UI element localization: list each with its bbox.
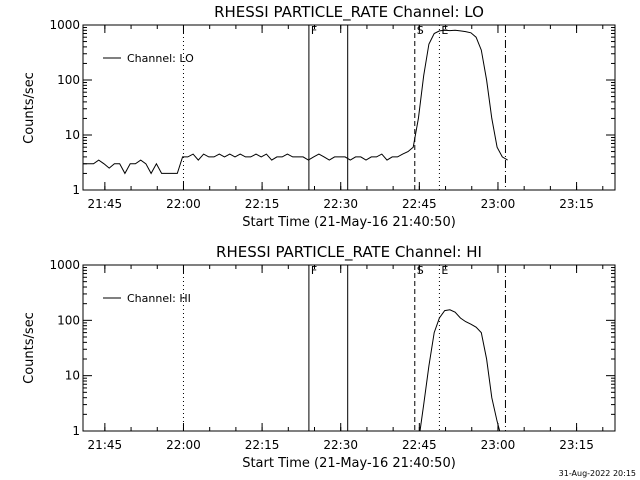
y-tick-label: 100	[57, 73, 80, 87]
axis-ticks: 1 10 100 1000 21:45 22:00 22:15 22:30 22:45 23:00…	[49, 258, 615, 452]
chart-title: RHESSI PARTICLE_RATE Channel: HI	[216, 243, 482, 262]
x-tick-label: 23:15	[559, 438, 594, 452]
x-tick-label: 22:30	[323, 197, 358, 211]
series-line	[419, 309, 501, 432]
timestamp: 31-Aug-2022 20:15	[559, 469, 636, 478]
x-tick-label: 22:45	[402, 197, 437, 211]
chart-title: RHESSI PARTICLE_RATE Channel: LO	[214, 3, 484, 22]
y-tick-label: 1000	[49, 18, 80, 32]
x-tick-label: 21:45	[88, 197, 123, 211]
y-tick-label: 10	[65, 369, 80, 383]
series-lines	[419, 309, 501, 432]
axis-ticks: 1 10 100 1000 21:45 22:00 22:15 22:30 22:45 23:00…	[49, 18, 615, 211]
event-marker-label: F	[311, 264, 317, 277]
series-lines	[83, 29, 508, 175]
x-tick-label: 22:00	[166, 197, 201, 211]
x-axis-label: Start Time (21-May-16 21:40:50)	[242, 215, 456, 230]
y-axis-label: Counts/sec	[22, 72, 37, 144]
plot-frame	[82, 264, 616, 432]
series-line	[83, 29, 508, 175]
x-tick-label: 22:45	[402, 438, 437, 452]
chart-panel-hi: RHESSI PARTICLE_RATE Channel: HI Start T…	[22, 243, 616, 471]
x-tick-label: 22:15	[245, 438, 280, 452]
event-marker-label: S	[417, 24, 424, 37]
x-tick-label: 23:15	[559, 197, 594, 211]
x-tick-label: 23:00	[481, 197, 516, 211]
y-axis-label: Counts/sec	[22, 312, 37, 384]
x-tick-label: 22:30	[323, 438, 358, 452]
legend-label: Channel: LO	[127, 52, 194, 65]
y-tick-label: 1	[72, 183, 80, 197]
x-tick-label: 22:15	[245, 197, 280, 211]
event-marker-label: E	[441, 264, 448, 277]
event-marker-label: S	[417, 264, 424, 277]
y-tick-label: 10	[65, 128, 80, 142]
x-tick-label: 22:00	[166, 438, 201, 452]
y-tick-label: 1000	[49, 258, 80, 272]
chart-panel-lo: RHESSI PARTICLE_RATE Channel: LO Start T…	[22, 3, 616, 230]
plot-frame	[82, 24, 616, 191]
legend-label: Channel: HI	[127, 292, 191, 305]
y-tick-label: 100	[57, 313, 80, 327]
event-marker-label: F	[311, 24, 317, 37]
x-tick-label: 23:00	[481, 438, 516, 452]
y-tick-label: 1	[72, 424, 80, 438]
x-tick-label: 21:45	[88, 438, 123, 452]
x-axis-label: Start Time (21-May-16 21:40:50)	[242, 456, 456, 471]
